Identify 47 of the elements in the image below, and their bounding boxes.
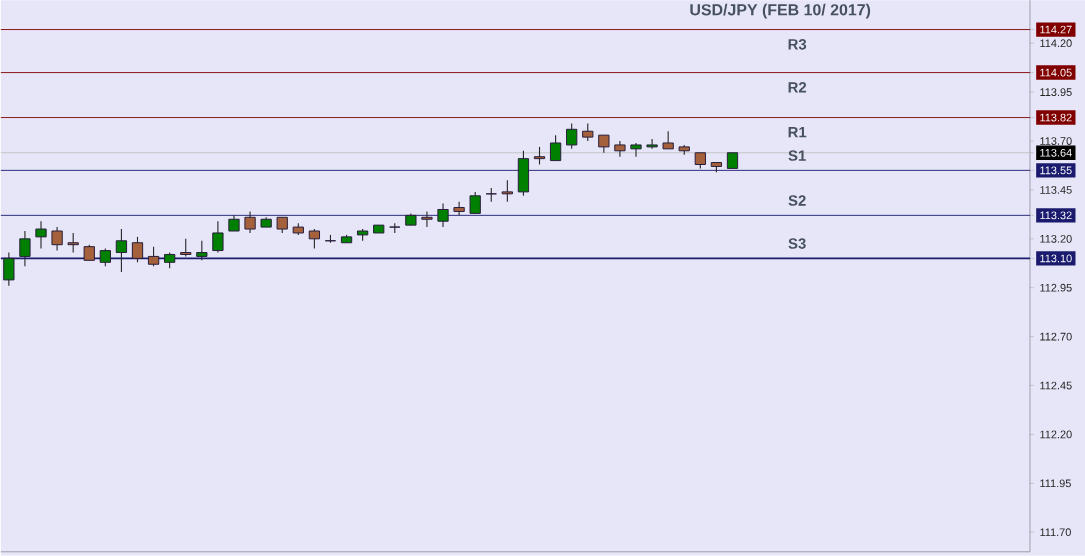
candlestick (115, 228, 128, 273)
y-tick-label: 113.45 (1040, 186, 1072, 194)
candlestick (469, 191, 481, 215)
candlestick (549, 134, 562, 162)
y-tick-label: 114.20 (1040, 39, 1072, 48)
candlestick (3, 252, 15, 287)
y-tick-label: 113.20 (1040, 235, 1072, 243)
y-tick-label: 114.27 (1040, 25, 1072, 34)
candlestick (212, 220, 224, 254)
candlestick (147, 246, 160, 267)
candlestick (35, 220, 47, 250)
chart-title: USD/JPY (FEB 10/ 2017) (690, 3, 871, 19)
ref-line-label: S1 (788, 150, 806, 161)
candlestick (421, 211, 433, 228)
candlestick (566, 122, 578, 150)
y-tick-label: 112.45 (1040, 381, 1072, 390)
y-tick-label: 113.70 (1040, 137, 1072, 146)
y-tick-label: 112.20 (1040, 430, 1072, 439)
candlestick (131, 236, 144, 263)
y-tick-label: 113.95 (1040, 88, 1072, 97)
y-tick-label: 113.10 (1040, 254, 1072, 263)
candlestick (308, 228, 321, 250)
ref-line-label: S3 (788, 238, 806, 249)
candlestick (196, 240, 208, 261)
ref-line-label: R2 (788, 82, 807, 93)
y-tick-label: 111.70 (1040, 528, 1071, 537)
y-tick-label: 112.95 (1040, 283, 1072, 292)
y-tick-label: 113.64 (1040, 149, 1072, 157)
y-tick-label: 112.70 (1040, 332, 1072, 341)
candlestick (19, 230, 31, 267)
y-tick-label: 113.82 (1040, 113, 1072, 122)
candlestick (437, 203, 449, 228)
candlestick (244, 211, 256, 234)
y-tick-label: 113.32 (1040, 211, 1072, 220)
y-tick-label: 113.55 (1040, 166, 1072, 175)
candlestick (630, 142, 642, 158)
y-tick-label: 114.05 (1040, 68, 1072, 77)
candlestick (646, 138, 658, 150)
candlestick (453, 201, 465, 217)
candlestick (614, 140, 626, 158)
candlestick (67, 232, 79, 254)
ref-line-label: R3 (788, 39, 807, 50)
ref-line-label: S2 (788, 195, 806, 206)
ref-line-label: R1 (788, 127, 807, 138)
y-tick-label: 111.95 (1040, 479, 1071, 488)
candlestick (51, 226, 63, 252)
candlestick (501, 179, 513, 203)
